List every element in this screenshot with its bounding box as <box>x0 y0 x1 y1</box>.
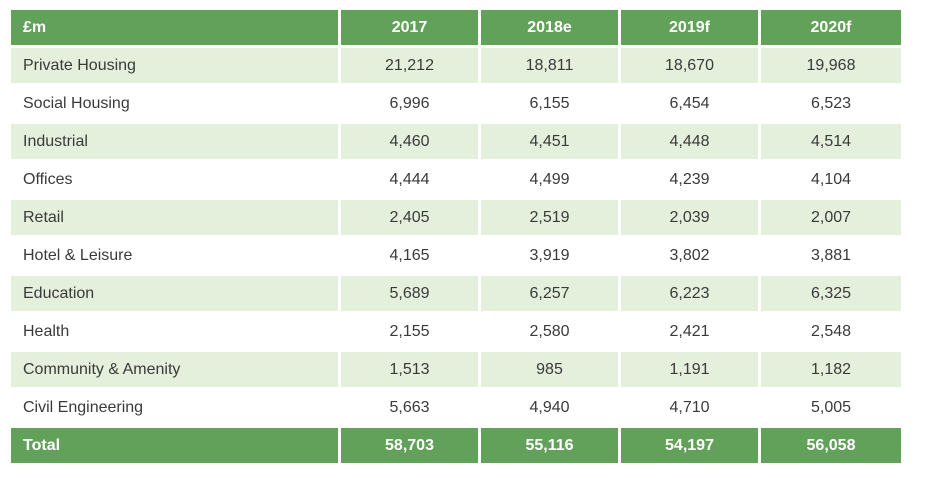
header-cell-2017: 2017 <box>341 10 481 48</box>
cell-value: 2,548 <box>761 314 901 352</box>
row-label: Civil Engineering <box>11 390 341 428</box>
cell-value: 18,670 <box>621 48 761 86</box>
cell-value: 19,968 <box>761 48 901 86</box>
total-value: 54,197 <box>621 428 761 466</box>
cell-value: 4,940 <box>481 390 621 428</box>
cell-value: 4,448 <box>621 124 761 162</box>
cell-value: 2,421 <box>621 314 761 352</box>
table-row: Retail 2,405 2,519 2,039 2,007 <box>11 200 901 238</box>
cell-value: 5,689 <box>341 276 481 314</box>
table-row: Offices 4,444 4,499 4,239 4,104 <box>11 162 901 200</box>
cell-value: 6,223 <box>621 276 761 314</box>
cell-value: 3,881 <box>761 238 901 276</box>
cell-value: 3,802 <box>621 238 761 276</box>
total-label: Total <box>11 428 341 466</box>
cell-value: 2,039 <box>621 200 761 238</box>
row-label: Social Housing <box>11 86 341 124</box>
cell-value: 4,444 <box>341 162 481 200</box>
cell-value: 4,460 <box>341 124 481 162</box>
table-row: Community & Amenity 1,513 985 1,191 1,18… <box>11 352 901 390</box>
table-row: Health 2,155 2,580 2,421 2,548 <box>11 314 901 352</box>
table-row: Education 5,689 6,257 6,223 6,325 <box>11 276 901 314</box>
cell-value: 2,155 <box>341 314 481 352</box>
cell-value: 3,919 <box>481 238 621 276</box>
cell-value: 2,580 <box>481 314 621 352</box>
row-label: Private Housing <box>11 48 341 86</box>
table-row: Private Housing 21,212 18,811 18,670 19,… <box>11 48 901 86</box>
cell-value: 1,191 <box>621 352 761 390</box>
total-value: 56,058 <box>761 428 901 466</box>
cell-value: 5,663 <box>341 390 481 428</box>
cell-value: 1,513 <box>341 352 481 390</box>
cell-value: 6,155 <box>481 86 621 124</box>
cell-value: 6,454 <box>621 86 761 124</box>
table-row: Civil Engineering 5,663 4,940 4,710 5,00… <box>11 390 901 428</box>
cell-value: 2,519 <box>481 200 621 238</box>
header-row: £m 2017 2018e 2019f 2020f <box>11 10 901 48</box>
cell-value: 18,811 <box>481 48 621 86</box>
row-label: Community & Amenity <box>11 352 341 390</box>
cell-value: 4,499 <box>481 162 621 200</box>
row-label: Industrial <box>11 124 341 162</box>
header-cell-2019f: 2019f <box>621 10 761 48</box>
cell-value: 2,405 <box>341 200 481 238</box>
row-label: Retail <box>11 200 341 238</box>
table-row: Industrial 4,460 4,451 4,448 4,514 <box>11 124 901 162</box>
cell-value: 4,710 <box>621 390 761 428</box>
cell-value: 4,451 <box>481 124 621 162</box>
cell-value: 5,005 <box>761 390 901 428</box>
cell-value: 6,523 <box>761 86 901 124</box>
cell-value: 1,182 <box>761 352 901 390</box>
cell-value: 4,514 <box>761 124 901 162</box>
total-row: Total 58,703 55,116 54,197 56,058 <box>11 428 901 466</box>
cell-value: 4,239 <box>621 162 761 200</box>
cell-value: 21,212 <box>341 48 481 86</box>
cell-value: 6,257 <box>481 276 621 314</box>
cell-value: 6,325 <box>761 276 901 314</box>
cell-value: 6,996 <box>341 86 481 124</box>
header-cell-2018e: 2018e <box>481 10 621 48</box>
table-row: Hotel & Leisure 4,165 3,919 3,802 3,881 <box>11 238 901 276</box>
row-label: Offices <box>11 162 341 200</box>
row-label: Education <box>11 276 341 314</box>
total-value: 58,703 <box>341 428 481 466</box>
header-cell-2020f: 2020f <box>761 10 901 48</box>
cell-value: 2,007 <box>761 200 901 238</box>
cell-value: 4,104 <box>761 162 901 200</box>
row-label: Health <box>11 314 341 352</box>
data-table: £m 2017 2018e 2019f 2020f Private Housin… <box>11 10 901 466</box>
cell-value: 985 <box>481 352 621 390</box>
table-row: Social Housing 6,996 6,155 6,454 6,523 <box>11 86 901 124</box>
cell-value: 4,165 <box>341 238 481 276</box>
header-cell-unit: £m <box>11 10 341 48</box>
row-label: Hotel & Leisure <box>11 238 341 276</box>
total-value: 55,116 <box>481 428 621 466</box>
